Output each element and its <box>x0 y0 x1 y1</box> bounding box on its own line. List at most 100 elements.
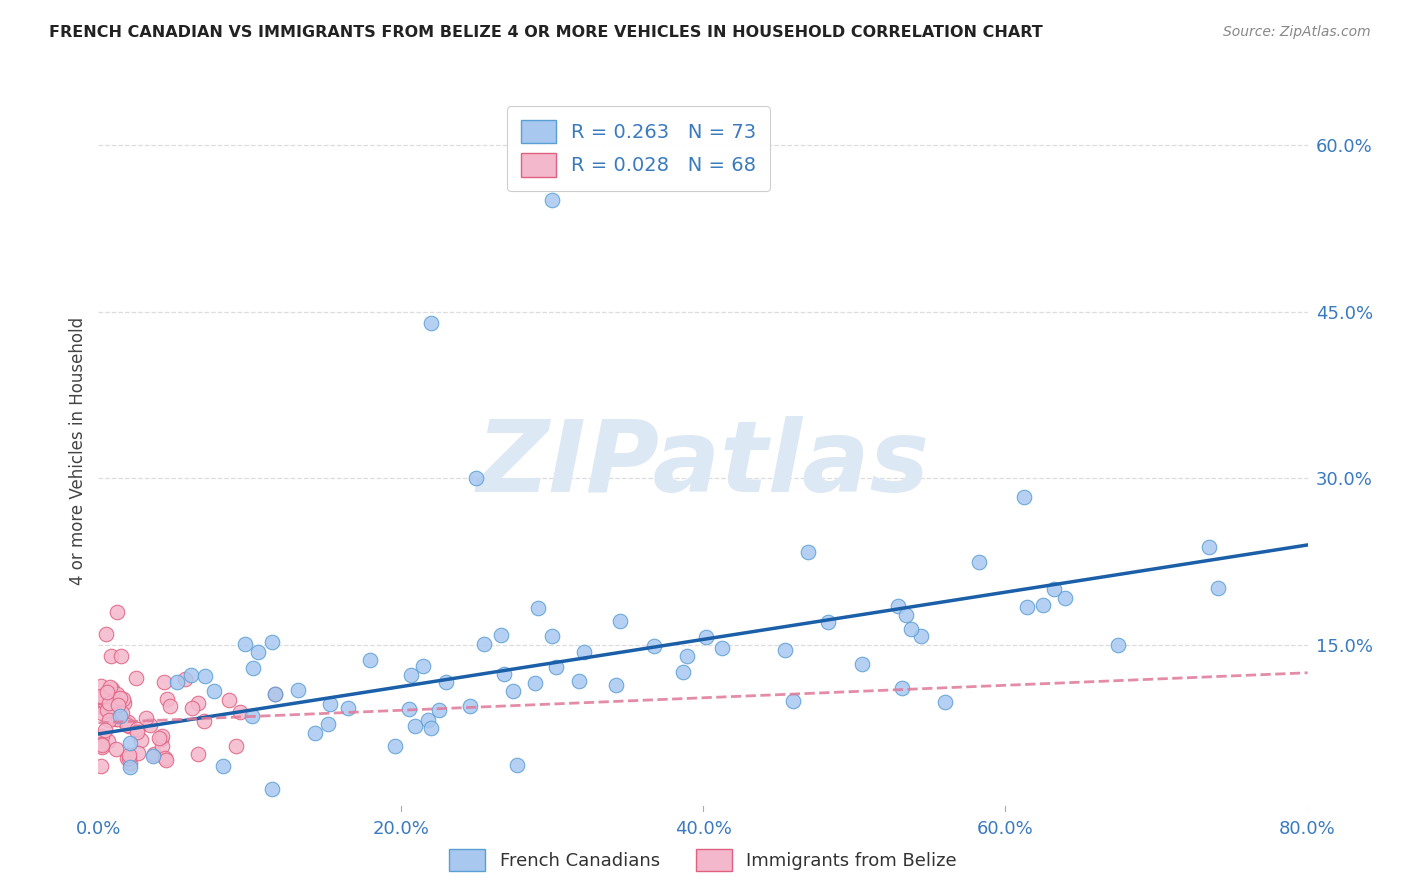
Point <box>117 748 139 763</box>
Point <box>319 697 342 711</box>
Point <box>524 676 547 690</box>
Point <box>105 712 128 726</box>
Point <box>125 722 148 736</box>
Point <box>153 751 176 765</box>
Point <box>506 757 529 772</box>
Point <box>159 698 181 713</box>
Point <box>218 693 240 707</box>
Point <box>404 719 426 733</box>
Point <box>90 759 112 773</box>
Point <box>233 637 256 651</box>
Point <box>153 675 176 690</box>
Point <box>180 668 202 682</box>
Point <box>502 684 524 698</box>
Point <box>94 723 117 738</box>
Point <box>472 637 495 651</box>
Point <box>156 691 179 706</box>
Point <box>494 667 516 681</box>
Point <box>90 679 112 693</box>
Point <box>148 731 170 745</box>
Point <box>412 659 434 673</box>
Point <box>96 687 118 701</box>
Point <box>187 696 209 710</box>
Point <box>1053 591 1076 605</box>
Text: FRENCH CANADIAN VS IMMIGRANTS FROM BELIZE 4 OR MORE VEHICLES IN HOUSEHOLD CORREL: FRENCH CANADIAN VS IMMIGRANTS FROM BELIZ… <box>49 25 1043 40</box>
Point <box>568 673 591 688</box>
Point <box>108 691 131 706</box>
Point <box>174 672 197 686</box>
Point <box>1012 490 1035 504</box>
Point <box>1206 581 1229 595</box>
Point <box>418 713 440 727</box>
Point <box>105 742 128 756</box>
Point <box>264 687 287 701</box>
Point <box>240 709 263 723</box>
Point <box>98 696 121 710</box>
Point <box>142 749 165 764</box>
Legend: R = 0.263   N = 73, R = 0.028   N = 68: R = 0.263 N = 73, R = 0.028 N = 68 <box>508 106 770 191</box>
Point <box>695 630 717 644</box>
Point <box>887 599 910 613</box>
Point <box>359 653 381 667</box>
Point <box>129 733 152 747</box>
Point <box>187 747 209 761</box>
Point <box>287 683 309 698</box>
Point <box>318 716 340 731</box>
Point <box>111 706 134 720</box>
Point <box>97 714 120 728</box>
Point <box>107 687 129 701</box>
Point <box>675 649 697 664</box>
Point <box>710 640 733 655</box>
Point <box>304 726 326 740</box>
Point <box>96 685 118 699</box>
Text: ZIPatlas: ZIPatlas <box>477 417 929 514</box>
Point <box>118 751 141 765</box>
Point <box>107 712 129 726</box>
Point <box>934 695 956 709</box>
Point <box>118 756 141 770</box>
Point <box>1042 582 1064 596</box>
Point <box>1032 598 1054 612</box>
Point <box>540 194 562 208</box>
Point <box>127 724 149 739</box>
Text: Source: ZipAtlas.com: Source: ZipAtlas.com <box>1223 25 1371 39</box>
Point <box>773 642 796 657</box>
Point <box>1107 638 1129 652</box>
Point <box>111 691 134 706</box>
Point <box>91 739 114 754</box>
Point <box>112 714 135 729</box>
Point <box>910 629 932 643</box>
Point <box>118 719 141 733</box>
Point <box>967 555 990 569</box>
Point <box>527 600 550 615</box>
Point <box>540 629 562 643</box>
Point <box>420 316 443 330</box>
Point <box>384 739 406 754</box>
Point <box>96 703 118 717</box>
Point <box>262 634 284 648</box>
Point <box>212 759 235 773</box>
Point <box>193 714 215 729</box>
Point <box>242 661 264 675</box>
Point <box>90 738 112 752</box>
Point <box>117 715 139 730</box>
Point <box>202 683 225 698</box>
Point <box>155 754 177 768</box>
Point <box>107 698 129 712</box>
Point <box>115 718 138 732</box>
Point <box>782 694 804 708</box>
Point <box>152 729 174 743</box>
Point <box>98 680 121 694</box>
Point <box>797 545 820 559</box>
Point <box>817 615 839 629</box>
Point <box>229 706 252 720</box>
Point <box>110 649 132 664</box>
Point <box>90 698 112 713</box>
Y-axis label: 4 or more Vehicles in Household: 4 or more Vehicles in Household <box>69 317 87 584</box>
Point <box>572 645 595 659</box>
Point <box>150 739 173 753</box>
Point <box>90 690 112 704</box>
Point <box>420 722 443 736</box>
Point <box>336 700 359 714</box>
Point <box>900 622 922 636</box>
